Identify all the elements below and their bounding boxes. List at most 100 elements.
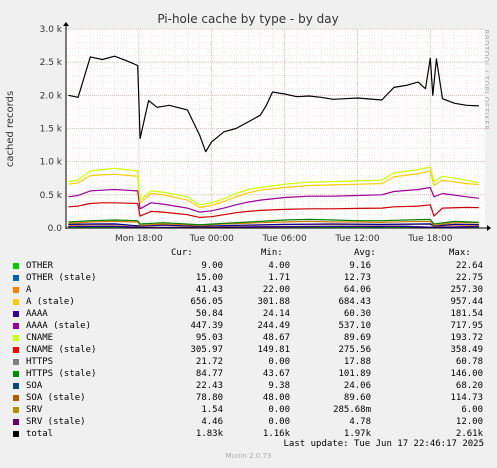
legend-cur: 84.77: [195, 369, 223, 379]
legend-min: 244.49: [257, 321, 290, 331]
grid: [66, 28, 485, 228]
legend-name: CNAME: [26, 333, 54, 343]
legend-header-avg: Avg:: [354, 248, 376, 258]
legend-min: 48.67: [262, 333, 290, 343]
legend-header-min: Min:: [261, 248, 283, 258]
legend-row: HTTPS 21.72 0.00 17.88 60.78: [13, 356, 493, 368]
legend-row: CNAME (stale) 305.97 149.81 275.56 358.49: [13, 344, 493, 356]
legend-max: 717.95: [450, 321, 483, 331]
legend-swatch: [13, 419, 19, 425]
legend-max: 358.49: [450, 345, 483, 355]
legend-avg: 537.10: [338, 321, 371, 331]
legend-cur: 305.97: [190, 345, 223, 355]
legend-swatch: [13, 311, 19, 317]
legend-cur: 447.39: [190, 321, 223, 331]
series-line-aaaa-stale: [68, 186, 479, 213]
chart-title: Pi-hole cache by type - by day: [157, 12, 338, 26]
legend-header-max: Max:: [449, 248, 471, 258]
legend-min: 1.16k: [262, 429, 290, 439]
legend-avg: 64.06: [343, 285, 371, 295]
legend-row: SOA 22.43 9.38 24.06 68.20: [13, 380, 493, 392]
plot-area: [66, 29, 485, 228]
legend-name: HTTPS (stale): [26, 369, 97, 379]
legend-cur: 22.43: [195, 381, 223, 391]
legend-swatch: [13, 299, 19, 305]
x-axis-ticks: Mon 18:00 Tue 00:00 Tue 06:00 Tue 12:00 Tue …: [115, 234, 453, 244]
legend-cur: 95.03: [195, 333, 223, 343]
legend-min: 1.71: [268, 273, 290, 283]
legend-swatch: [13, 407, 19, 413]
legend-avg: 89.60: [343, 393, 371, 403]
legend-max: 257.30: [450, 285, 483, 295]
x-tick-label: Tue 18:00: [407, 234, 452, 244]
last-update: Last update: Tue Jun 17 22:46:17 2025: [283, 439, 484, 449]
series-line-soa: [68, 225, 479, 228]
legend-cur: 1.54: [201, 405, 223, 415]
legend-min: 22.00: [262, 285, 290, 295]
legend-min: 0.00: [268, 357, 290, 367]
legend-name: OTHER (stale): [26, 273, 97, 283]
legend-max: 146.00: [450, 369, 483, 379]
legend-min: 0.00: [268, 405, 290, 415]
legend-cur: 41.43: [195, 285, 223, 295]
legend-min: 149.81: [257, 345, 290, 355]
legend-cur: 21.72: [195, 357, 223, 367]
series-line-cname: [68, 166, 480, 206]
legend-avg: 101.89: [338, 369, 371, 379]
series-line-a-stale: [68, 170, 479, 208]
legend-name: A: [26, 285, 32, 295]
legend-row: SRV (stale) 4.46 0.00 4.78 12.00: [13, 416, 493, 428]
legend-row: HTTPS (stale) 84.77 43.67 101.89 146.00: [13, 368, 493, 380]
legend-avg: 1.97k: [343, 429, 371, 439]
legend-min: 9.38: [268, 381, 290, 391]
legend-min: 24.14: [262, 309, 290, 319]
series-line-aaaa: [68, 223, 479, 227]
legend-max: 193.72: [450, 333, 483, 343]
legend-avg: 4.78: [349, 417, 371, 427]
series-line-soa-stale: [68, 220, 479, 226]
chart-svg: Pi-hole cache by type - by day cached re…: [5, 12, 491, 244]
legend-max: 68.20: [455, 381, 483, 391]
legend-swatch: [13, 323, 19, 329]
legend-min: 0.00: [268, 417, 290, 427]
y-tick-label: 3.0 k: [40, 25, 63, 35]
rrdtool-credit: RRDTOOL / TOBI OETIKER: [482, 29, 490, 130]
y-axis-ticks: 0.0 0.5 k 1.0 k 1.5 k 2.0 k 2.5 k 3.0 k: [40, 25, 63, 234]
x-axis-arrow: [487, 225, 491, 231]
legend-max: 60.78: [455, 357, 483, 367]
series-line-total: [68, 55, 479, 153]
legend-cur: 4.46: [201, 417, 223, 427]
legend-avg: 89.69: [343, 333, 371, 343]
legend-cur: 50.84: [195, 309, 223, 319]
y-tick-label: 2.0 k: [40, 91, 63, 101]
y-axis-label: cached records: [5, 91, 16, 167]
legend-row: AAAA 50.84 24.14 60.30 181.54: [13, 308, 493, 320]
legend-cur: 656.05: [190, 297, 223, 307]
legend-swatch: [13, 263, 19, 269]
legend-name: OTHER: [26, 261, 54, 271]
legend-avg: 275.56: [338, 345, 371, 355]
legend-max: 12.00: [455, 417, 483, 427]
y-tick-label: 0.0: [48, 224, 63, 234]
legend-swatch: [13, 371, 19, 377]
y-axis-arrow: [63, 22, 69, 26]
legend-row: total 1.83k 1.16k 1.97k 2.61k: [13, 428, 493, 440]
legend-row: SOA (stale) 78.80 48.00 89.60 114.73: [13, 392, 493, 404]
legend-max: 181.54: [450, 309, 483, 319]
legend-row: A (stale) 656.05 301.88 684.43 957.44: [13, 296, 493, 308]
legend-min: 43.67: [262, 369, 290, 379]
x-tick-label: Mon 18:00: [115, 234, 163, 244]
legend-max: 2.61k: [455, 429, 483, 439]
legend-row: OTHER 9.00 4.00 9.16 22.64: [13, 260, 493, 272]
legend-avg: 9.16: [349, 261, 371, 271]
legend-row: A 41.43 22.00 64.06 257.30: [13, 284, 493, 296]
legend-cur: 1.83k: [195, 429, 223, 439]
series-line-https-stale: [68, 218, 479, 226]
legend-max: 22.75: [455, 273, 483, 283]
legend-avg: 684.43: [338, 297, 371, 307]
legend-avg: 24.06: [343, 381, 371, 391]
x-tick-label: Tue 12:00: [334, 234, 379, 244]
legend-swatch: [13, 359, 19, 365]
legend-max: 957.44: [450, 297, 483, 307]
